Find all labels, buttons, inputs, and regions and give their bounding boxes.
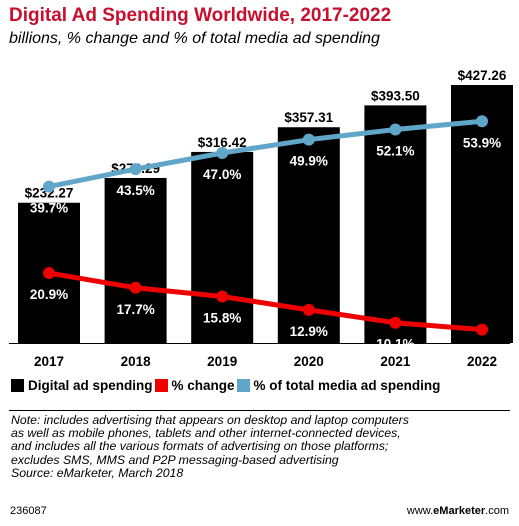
share-data-label: 43.5% [116, 183, 154, 198]
x-tick-label: 2021 [380, 354, 411, 369]
chart-plot: $232.27$273.29$316.42$357.31$393.50$427.… [9, 68, 513, 369]
change-point [43, 267, 55, 280]
note-divider [9, 410, 510, 411]
legend-item-share: % of total media ad spending [236, 377, 441, 393]
share-data-label: 39.7% [30, 201, 68, 216]
legend-item-spending: Digital ad spending [11, 378, 153, 393]
x-tick-label: 2017 [34, 354, 64, 369]
share-data-label: 52.1% [376, 144, 414, 159]
legend-label-change: % change [171, 377, 235, 393]
bar-value-label: $316.42 [198, 135, 247, 150]
note-source: Source: eMarketer, March 2018 [11, 465, 184, 480]
brand-suffix: .com [485, 505, 509, 517]
x-tick-label: 2018 [121, 354, 152, 369]
brand-url: www.eMarketer.com [407, 505, 509, 517]
note-line: and includes all the various formats of … [11, 439, 389, 454]
legend-item-change: % change [154, 377, 235, 393]
bar-value-label: $393.50 [371, 88, 420, 103]
legend-swatch-spending [11, 378, 24, 392]
bar-value-label: $357.31 [284, 110, 333, 125]
brand-name: eMarketer [433, 505, 486, 517]
share-point [476, 115, 488, 128]
bar-2019 [191, 151, 254, 343]
note-line: excludes SMS, MMS and P2P messaging-base… [11, 452, 339, 467]
change-data-label: 17.7% [116, 302, 154, 317]
legend-label-share: % of total media ad spending [253, 377, 441, 393]
share-data-label: 53.9% [463, 135, 501, 150]
chart-id: 236087 [10, 505, 47, 517]
legend-label-spending: Digital ad spending [28, 377, 153, 393]
bar-2021 [364, 105, 427, 344]
note-line: as well as mobile phones, tablets and ot… [11, 426, 401, 441]
share-data-label: 47.0% [203, 167, 241, 182]
bar-value-label: $427.26 [458, 68, 507, 83]
share-point [389, 123, 402, 136]
change-line [48, 270, 483, 333]
x-tick-label: 2019 [207, 354, 237, 369]
bar-2022 [451, 85, 513, 343]
share-point [302, 133, 315, 146]
chart-title: Digital Ad Spending Worldwide, 2017-2022 [9, 5, 392, 26]
change-point [302, 303, 315, 316]
share-point [43, 180, 55, 193]
note-line: Note: includes advertising that appears … [11, 413, 409, 427]
legend-swatch-change [154, 378, 168, 392]
change-data-label: 20.9% [30, 287, 68, 302]
share-data-label: 49.9% [290, 154, 328, 169]
legend-swatch-share [236, 378, 250, 392]
chart-subtitle: billions, % change and % of total media … [9, 30, 380, 47]
bar-2018 [104, 177, 167, 343]
change-point [476, 323, 488, 336]
chart-note: Note: includes advertising that appears … [11, 413, 511, 480]
x-tick-label: 2020 [294, 354, 324, 369]
brand-prefix: www. [406, 505, 434, 517]
change-data-label: 15.8% [203, 311, 241, 326]
change-data-label: 12.9% [290, 324, 328, 339]
change-point [389, 316, 402, 329]
change-data-label: 8.6% [467, 344, 498, 359]
share-point [216, 147, 229, 159]
change-point [129, 281, 142, 294]
change-point [216, 290, 229, 303]
change-data-label: 10.1% [376, 337, 414, 352]
bar-value-label: $232.27 [25, 186, 74, 201]
chart-legend: Digital ad spending % change % of total … [11, 372, 442, 398]
x-tick-label: 2022 [467, 354, 497, 369]
share-line [48, 118, 483, 190]
share-point [129, 163, 142, 176]
